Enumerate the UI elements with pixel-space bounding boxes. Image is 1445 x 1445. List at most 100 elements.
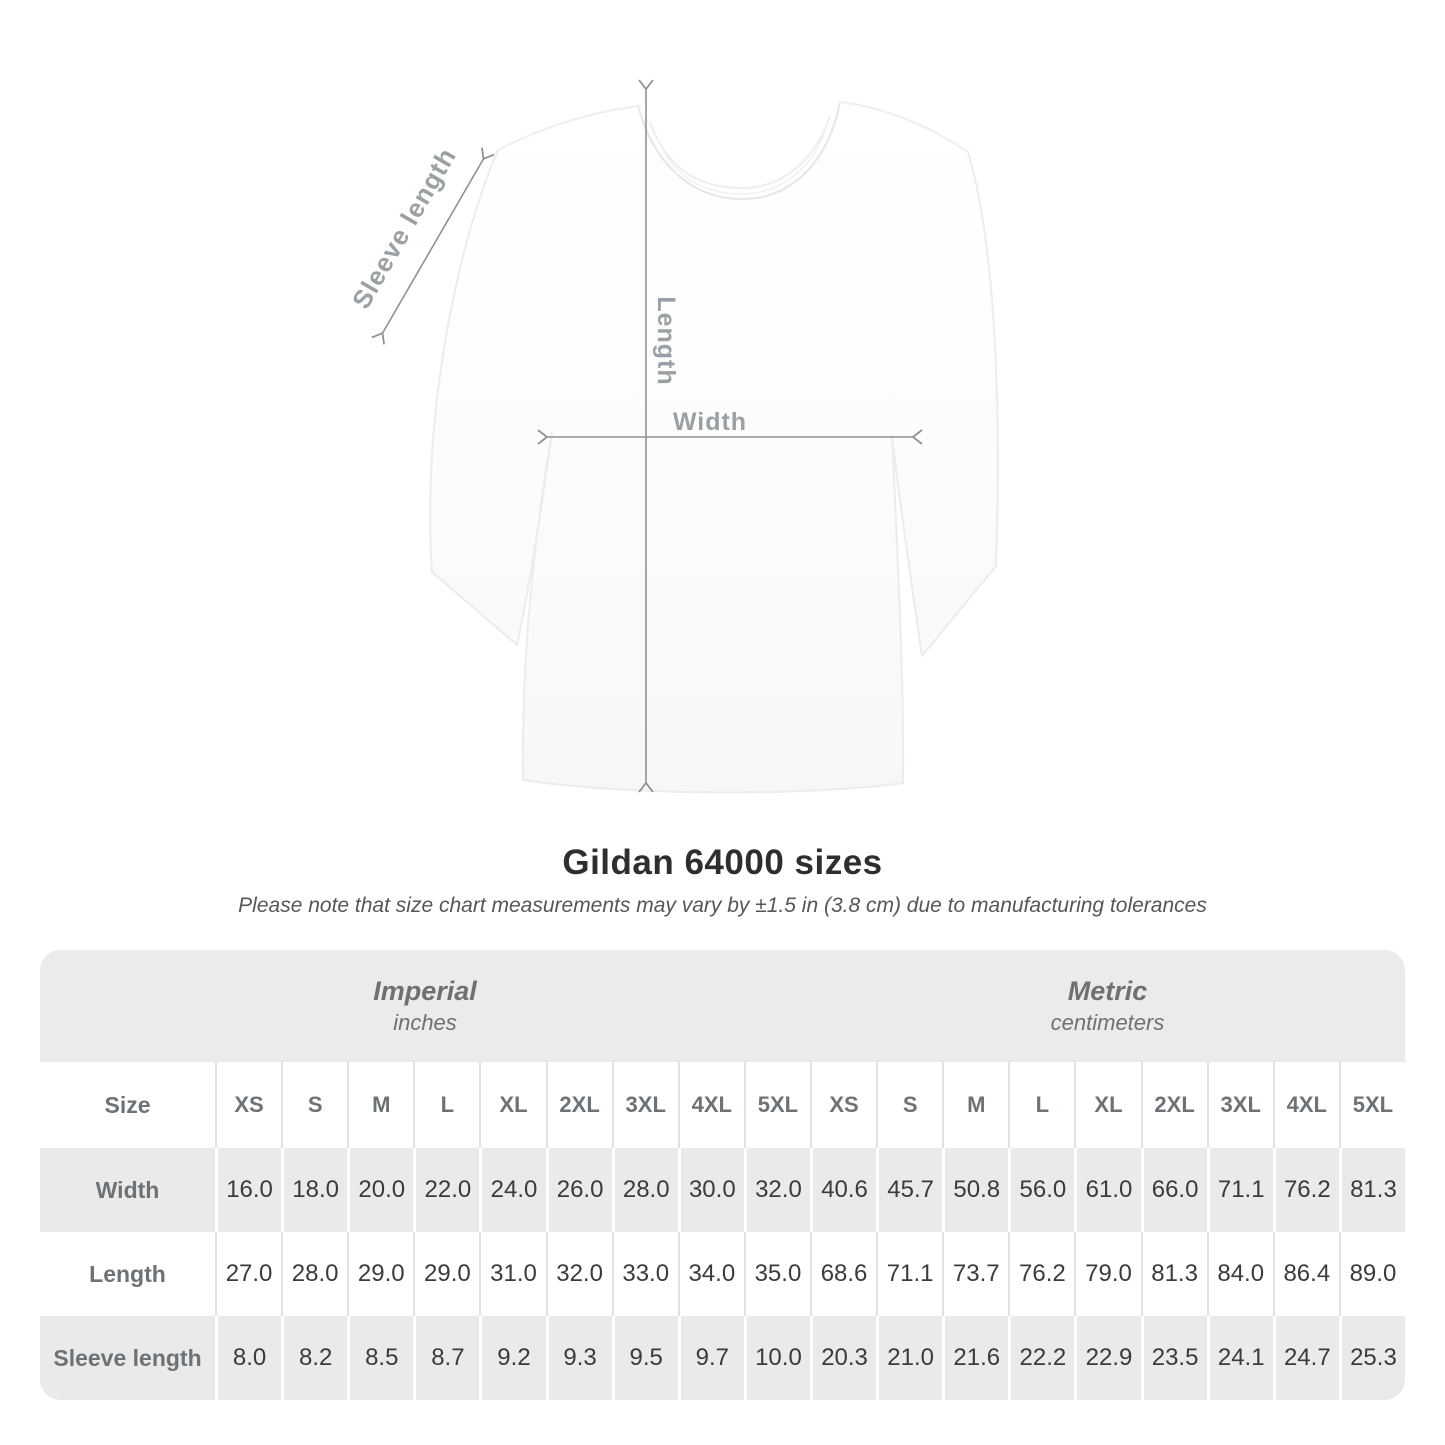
size-header-cell: 4XL: [1272, 1062, 1339, 1148]
width-value-cell: 76.2: [1272, 1148, 1339, 1232]
width-row: Width 16.0 18.0 20.0 22.0 24.0 26.0 28.0 30.0 32…: [40, 1148, 1405, 1232]
length-value-cell: 79.0: [1074, 1232, 1141, 1316]
tshirt-measurement-diagram: Length Width Sleeve length: [346, 79, 999, 794]
size-header-cell: XS: [215, 1062, 282, 1148]
sleeve-value-cell: 9.3: [545, 1316, 612, 1400]
sleeve-value-cell: 9.7: [677, 1316, 744, 1400]
row-label-length: Length: [40, 1232, 215, 1316]
length-value-cell: 89.0: [1338, 1232, 1405, 1316]
unit-header-band: Imperial inches Metric centimeters: [40, 950, 1405, 1062]
length-value-cell: 34.0: [677, 1232, 744, 1316]
width-value-cell: 20.0: [347, 1148, 414, 1232]
length-value-cell: 33.0: [611, 1232, 678, 1316]
tshirt-graphic: Length Width Sleeve length: [346, 79, 999, 794]
sleeve-length-label: Sleeve length: [346, 142, 462, 313]
width-value-cell: 32.0: [743, 1148, 810, 1232]
metric-unit: centimeters: [1050, 1010, 1165, 1035]
sleeve-value-cell: 24.7: [1272, 1316, 1339, 1400]
row-label-width: Width: [40, 1148, 215, 1232]
length-value-cell: 31.0: [479, 1232, 546, 1316]
length-value-cell: 35.0: [743, 1232, 810, 1316]
length-value-cell: 81.3: [1140, 1232, 1207, 1316]
width-value-cell: 66.0: [1140, 1148, 1207, 1232]
sleeve-value-cell: 8.7: [413, 1316, 480, 1400]
metric-title: Metric: [1067, 976, 1148, 1006]
size-header-cell: S: [281, 1062, 348, 1148]
sleeve-value-cell: 23.5: [1140, 1316, 1207, 1400]
size-header-cell: XL: [1074, 1062, 1141, 1148]
length-value-cell: 27.0: [215, 1232, 282, 1316]
sleeve-value-cell: 20.3: [810, 1316, 877, 1400]
width-value-cell: 71.1: [1206, 1148, 1273, 1232]
sleeve-length-arrow: [371, 147, 495, 345]
size-header-cell: 5XL: [743, 1062, 810, 1148]
width-value-cell: 24.0: [479, 1148, 546, 1232]
tshirt-silhouette: [429, 101, 999, 794]
length-value-cell: 84.0: [1206, 1232, 1273, 1316]
width-value-cell: 40.6: [810, 1148, 877, 1232]
sleeve-value-cell: 25.3: [1338, 1316, 1405, 1400]
length-value-cell: 28.0: [281, 1232, 348, 1316]
size-header-cell: L: [413, 1062, 480, 1148]
sleeve-value-cell: 10.0: [743, 1316, 810, 1400]
imperial-header: Imperial inches: [40, 950, 810, 1062]
length-value-cell: 29.0: [347, 1232, 414, 1316]
length-value-cell: 29.0: [413, 1232, 480, 1316]
length-value-cell: 71.1: [876, 1232, 943, 1316]
size-header-cell: 5XL: [1338, 1062, 1405, 1148]
width-value-cell: 50.8: [942, 1148, 1009, 1232]
length-value-cell: 32.0: [545, 1232, 612, 1316]
imperial-title: Imperial: [373, 976, 477, 1006]
size-header-cell: M: [942, 1062, 1009, 1148]
sleeve-value-cell: 24.1: [1206, 1316, 1273, 1400]
size-table: Imperial inches Metric centimeters Size …: [40, 950, 1405, 1400]
heading-block: Gildan 64000 sizes Please note that size…: [0, 842, 1445, 919]
sleeve-value-cell: 9.2: [479, 1316, 546, 1400]
sleeve-value-cell: 22.9: [1074, 1316, 1141, 1400]
size-header-row: Size XS S M L XL 2XL 3XL 4XL 5XL XS S M L XL 2XL 3XL 4X…: [40, 1062, 1405, 1148]
length-value-cell: 86.4: [1272, 1232, 1339, 1316]
tolerance-note: Please note that size chart measurements…: [238, 894, 1207, 917]
size-header-cell: 3XL: [1206, 1062, 1273, 1148]
width-value-cell: 45.7: [876, 1148, 943, 1232]
sleeve-value-cell: 8.2: [281, 1316, 348, 1400]
size-header-cell: M: [347, 1062, 414, 1148]
sleeve-value-cell: 21.6: [942, 1316, 1009, 1400]
size-header-cell: 2XL: [1140, 1062, 1207, 1148]
size-header-cell: 4XL: [677, 1062, 744, 1148]
sleeve-value-cell: 9.5: [611, 1316, 678, 1400]
size-header-cell: 2XL: [545, 1062, 612, 1148]
width-value-cell: 28.0: [611, 1148, 678, 1232]
size-header-cell: 3XL: [611, 1062, 678, 1148]
width-value-cell: 22.0: [413, 1148, 480, 1232]
width-value-cell: 30.0: [677, 1148, 744, 1232]
length-value-cell: 73.7: [942, 1232, 1009, 1316]
length-value-cell: 68.6: [810, 1232, 877, 1316]
metric-header: Metric centimeters: [810, 950, 1405, 1062]
sleeve-value-cell: 8.0: [215, 1316, 282, 1400]
sleeve-value-cell: 21.0: [876, 1316, 943, 1400]
imperial-unit: inches: [393, 1010, 457, 1035]
size-header-cell: XS: [810, 1062, 877, 1148]
width-value-cell: 56.0: [1008, 1148, 1075, 1232]
length-label: Length: [652, 296, 680, 385]
size-header-cell: XL: [479, 1062, 546, 1148]
width-label: Width: [673, 408, 747, 436]
width-value-cell: 81.3: [1338, 1148, 1405, 1232]
sleeve-value-cell: 22.2: [1008, 1316, 1075, 1400]
size-header-cell: S: [876, 1062, 943, 1148]
length-row: Length 27.0 28.0 29.0 29.0 31.0 32.0 33.0 34.0 3…: [40, 1232, 1405, 1316]
row-label-sleeve-length: Sleeve length: [40, 1316, 215, 1400]
length-value-cell: 76.2: [1008, 1232, 1075, 1316]
measurement-arrows: [371, 79, 923, 793]
width-value-cell: 61.0: [1074, 1148, 1141, 1232]
width-value-cell: 18.0: [281, 1148, 348, 1232]
width-value-cell: 16.0: [215, 1148, 282, 1232]
sleeve-length-row: Sleeve length 8.0 8.2 8.5 8.7 9.2 9.3 9.5 9.7 10…: [40, 1316, 1405, 1400]
page-title: Gildan 64000 sizes: [562, 843, 883, 882]
width-value-cell: 26.0: [545, 1148, 612, 1232]
size-corner-label: Size: [40, 1062, 215, 1148]
sleeve-value-cell: 8.5: [347, 1316, 414, 1400]
size-header-cell: L: [1008, 1062, 1075, 1148]
